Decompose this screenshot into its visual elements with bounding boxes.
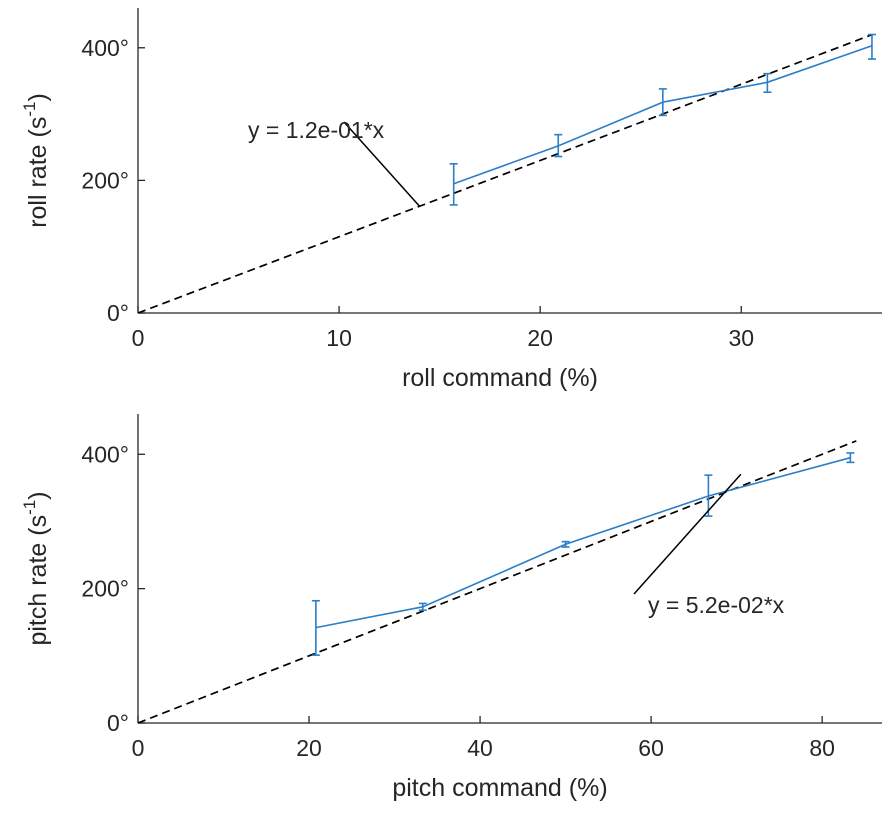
x-tick-label: 10 (326, 325, 352, 351)
y-axis-title-superscript: -1 (20, 102, 39, 117)
chart-panel-1: 0 10 20 30 0° 200° 400° roll command (%) roll ra… (20, 8, 882, 392)
y-tick-label: 400° (81, 35, 129, 61)
y-axis-title-base: pitch rate (s (24, 515, 52, 646)
x-tick-label: 0 (132, 735, 145, 761)
y-axis-title-base: roll rate (s (24, 117, 52, 228)
x-tick-label: 20 (527, 325, 553, 351)
fit-line (137, 440, 857, 724)
fit-equation-annotation: y = 1.2e-01*x (248, 117, 385, 143)
error-bar (658, 88, 667, 117)
x-axis-title: pitch command (%) (392, 774, 607, 802)
error-bar (554, 133, 563, 158)
x-tick-label: 30 (728, 325, 754, 351)
fit-equation-annotation: y = 5.2e-02*x (648, 592, 785, 618)
error-bar (846, 452, 855, 464)
error-bar (311, 599, 320, 656)
y-axis-title: pitch rate (s-1) (20, 491, 52, 645)
error-bar (867, 33, 876, 60)
annotation-leader-line (633, 473, 742, 595)
x-tick-label: 60 (638, 735, 664, 761)
x-tick-label: 80 (809, 735, 835, 761)
y-axis-title-superscript: -1 (20, 500, 39, 515)
x-tick-label: 40 (467, 735, 493, 761)
y-tick-label: 400° (81, 441, 129, 467)
annotation-leader-line (343, 121, 421, 207)
error-bar (418, 602, 427, 611)
x-tick-label: 20 (296, 735, 322, 761)
y-tick-label: 200° (81, 167, 129, 193)
error-bar (449, 163, 458, 206)
y-tick-label: 200° (81, 576, 129, 602)
fit-line (137, 33, 873, 314)
error-bar (704, 474, 713, 517)
y-tick-label: 0° (107, 710, 129, 736)
y-axis-title-close: ) (24, 93, 52, 101)
chart-panel-2: 0 20 40 60 80 0° 200° 400° pitch command (%) pitc… (20, 414, 882, 802)
y-axis-title-close: ) (24, 491, 52, 499)
y-axis-title: roll rate (s-1) (20, 93, 52, 228)
y-tick-label: 0° (107, 300, 129, 326)
x-tick-label: 0 (132, 325, 145, 351)
error-bar (763, 72, 772, 94)
error-bar (561, 540, 570, 548)
x-axis-title: roll command (%) (402, 364, 598, 392)
